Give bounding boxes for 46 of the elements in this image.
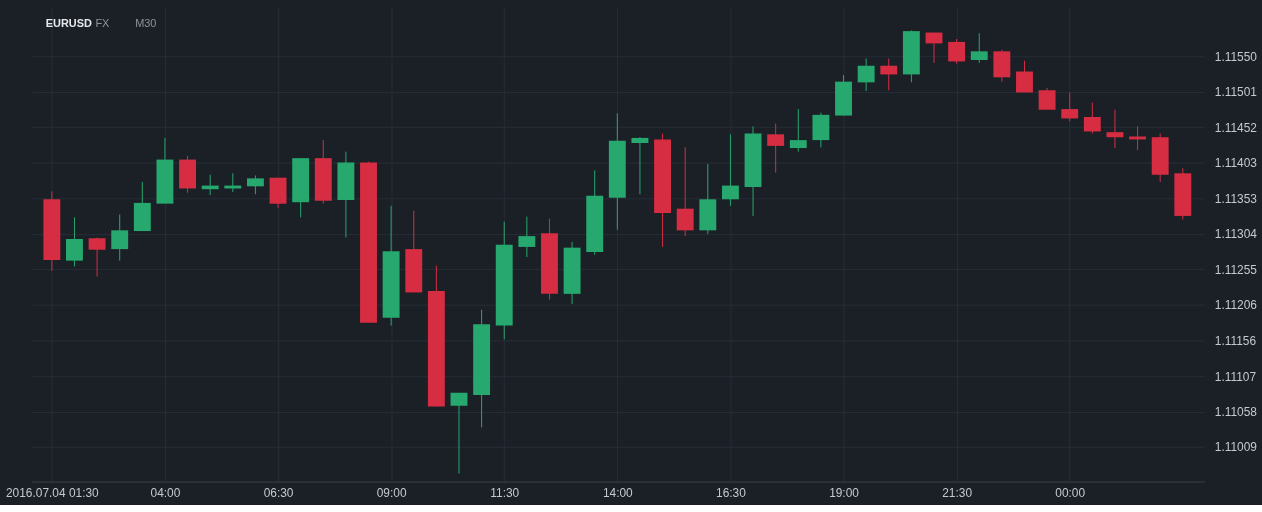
candlestick xyxy=(66,216,83,267)
candlestick xyxy=(676,146,694,237)
y-tick-label: 1.11304 xyxy=(1214,227,1258,242)
x-tick-label: 11:30 xyxy=(490,485,520,500)
candlestick xyxy=(880,58,898,91)
candlestick xyxy=(111,213,129,262)
annotation: M30 xyxy=(135,17,157,30)
candlestick xyxy=(1083,102,1101,135)
y-tick-label: 1.11452 xyxy=(1214,120,1258,135)
y-tick-label: 1.11009 xyxy=(1214,440,1258,455)
candlestick xyxy=(450,392,468,475)
annotation: FX xyxy=(95,17,111,30)
y-tick-label: 1.11107 xyxy=(1214,369,1257,384)
x-tick-label: 19:00 xyxy=(829,485,860,500)
candlestick xyxy=(88,237,106,278)
x-tick-label: 06:30 xyxy=(263,485,294,500)
x-tick-label: 00:00 xyxy=(1055,485,1086,500)
candlestick xyxy=(767,123,785,174)
candlestick xyxy=(948,38,966,65)
candlestick xyxy=(857,58,875,92)
candlestick xyxy=(1061,91,1079,122)
candlestick xyxy=(518,216,536,258)
y-tick-label: 1.11353 xyxy=(1214,192,1258,207)
y-tick-label: 1.11058 xyxy=(1214,405,1258,419)
candlestick xyxy=(1038,87,1056,111)
x-tick-label: 04:00 xyxy=(150,485,181,500)
candlestick xyxy=(789,108,807,153)
candlestick xyxy=(1129,125,1147,151)
y-tick-label: 1.11156 xyxy=(1214,334,1257,349)
text: EURUSD xyxy=(45,17,92,30)
y-tick-label: 1.11206 xyxy=(1214,298,1258,313)
candlestick xyxy=(1106,109,1124,149)
y-tick-label: 1.11550 xyxy=(1214,49,1258,64)
x-tick-label: 09:00 xyxy=(376,485,407,500)
x-tick-label: 2016.07.04 01:30 xyxy=(5,485,100,500)
candlestick xyxy=(721,133,739,207)
x-tick-label: 16:30 xyxy=(716,485,747,500)
candlestick xyxy=(631,136,649,195)
x-tick-label: 21:30 xyxy=(942,485,973,500)
candlestick xyxy=(970,32,988,64)
x-tick-label: 14:00 xyxy=(602,485,634,500)
y-tick-label: 1.11501 xyxy=(1214,85,1258,100)
y-tick-label: 1.11403 xyxy=(1214,155,1258,170)
candlestick xyxy=(1016,60,1033,93)
y-tick-label: 1.11255 xyxy=(1214,262,1258,277)
candlestick xyxy=(246,174,264,195)
